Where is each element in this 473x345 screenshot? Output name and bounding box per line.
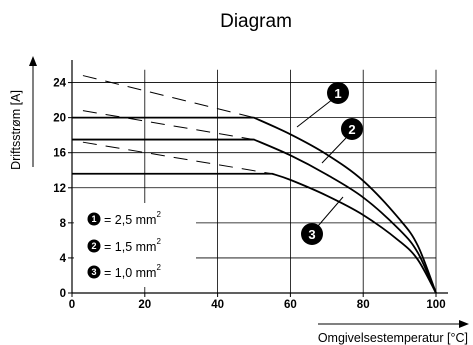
y-tick-label-4: 16 xyxy=(53,148,66,160)
y-tick-label-1: 4 xyxy=(60,253,67,265)
series-line-2 xyxy=(72,138,437,294)
x-tick-label-1: 20 xyxy=(138,299,151,311)
legend-item-2: 2 = 1,5 mm2 xyxy=(87,237,161,254)
chart-title: Diagram xyxy=(220,11,292,32)
y-tick-label-3: 12 xyxy=(53,183,66,195)
callout-leader-2 xyxy=(321,137,347,164)
y-axis-arrowhead xyxy=(29,56,37,66)
curve-callouts: 1 2 3 xyxy=(296,82,363,245)
y-tick-label-2: 8 xyxy=(60,218,67,230)
legend-marker-1-label: 1 xyxy=(91,214,96,224)
x-axis-label: Omgivelsestemperatur [°C] xyxy=(318,331,468,345)
derating-line-1 xyxy=(82,75,255,119)
legend-item-1: 1 = 2,5 mm2 xyxy=(87,210,161,227)
legend-label-2: = 1,5 mm2 xyxy=(104,237,161,254)
x-axis-arrowhead xyxy=(459,320,469,328)
legend-marker-3 xyxy=(87,265,101,279)
y-tick-label-6: 24 xyxy=(53,78,66,90)
legend: 1 = 2,5 mm2 2 = 1,5 mm2 3 = 1,0 mm2 xyxy=(87,210,161,280)
y-tick-label-0: 0 xyxy=(60,288,66,300)
x-tick-label-0: 0 xyxy=(69,299,75,311)
callout-leader-1 xyxy=(296,98,334,128)
x-axis: 0 20 40 60 80 100 Omgivelsestemperatur [°C] xyxy=(69,292,469,345)
callout-leader-3 xyxy=(317,196,344,227)
callout-marker-2-label: 2 xyxy=(348,122,355,137)
legend-label-1: = 2,5 mm2 xyxy=(104,210,161,227)
callout-marker-2 xyxy=(341,118,363,140)
legend-marker-3-label: 3 xyxy=(91,267,96,277)
legend-marker-2-label: 2 xyxy=(91,241,96,251)
y-axis: 0 4 8 12 16 20 24 Driftsstrøm [A] xyxy=(9,56,73,300)
curves xyxy=(72,116,437,294)
derating-lines xyxy=(82,75,273,175)
x-tick-label-2: 40 xyxy=(211,299,224,311)
legend-marker-1 xyxy=(87,212,101,226)
legend-label-3: = 1,0 mm2 xyxy=(104,263,161,280)
x-tick-label-3: 60 xyxy=(284,299,297,311)
callout-marker-3-label: 3 xyxy=(308,227,315,242)
derating-line-2 xyxy=(82,110,255,141)
y-tick-label-5: 20 xyxy=(53,113,66,125)
y-axis-label: Driftsstrøm [A] xyxy=(9,90,23,170)
callout-marker-1-label: 1 xyxy=(334,86,341,101)
series-line-1 xyxy=(72,116,437,294)
derating-line-3 xyxy=(82,141,273,175)
callout-marker-1 xyxy=(327,82,349,104)
legend-marker-2 xyxy=(87,239,101,253)
x-tick-label-5: 100 xyxy=(426,299,445,311)
callout-marker-3 xyxy=(301,223,323,245)
legend-item-3: 3 = 1,0 mm2 xyxy=(87,263,161,280)
series-line-3 xyxy=(72,172,437,294)
x-tick-label-4: 80 xyxy=(357,299,370,311)
